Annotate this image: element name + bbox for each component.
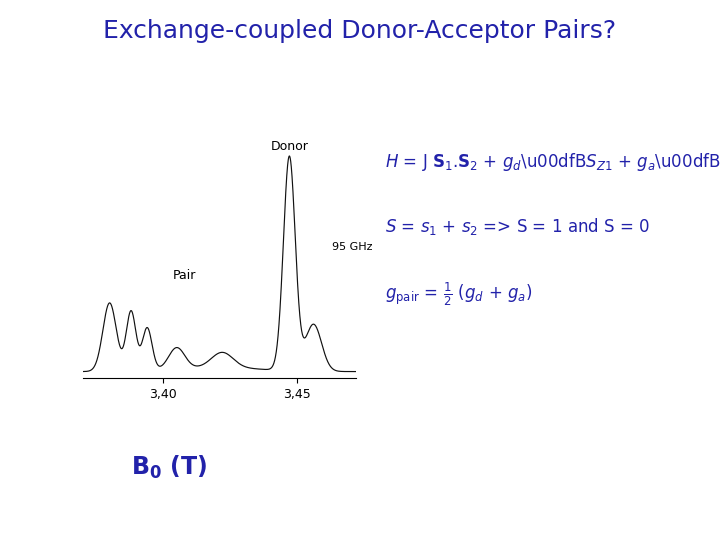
Text: Exchange-coupled Donor-Acceptor Pairs?: Exchange-coupled Donor-Acceptor Pairs?	[104, 19, 616, 43]
Text: $\mathbf{B}_\mathbf{0}$ (T): $\mathbf{B}_\mathbf{0}$ (T)	[131, 454, 207, 481]
Text: 95 GHz: 95 GHz	[332, 242, 373, 252]
Text: $\mathit{H}$ = J $\mathit{\mathbf{S}}_1$.$\mathit{\mathbf{S}}_2$ + $g_d$\u00dfB$: $\mathit{H}$ = J $\mathit{\mathbf{S}}_1$…	[385, 151, 720, 173]
Text: Donor: Donor	[271, 140, 308, 153]
Text: $g_\mathrm{pair}$ = $\frac{1}{2}$ ($g_d$ + $g_a$): $g_\mathrm{pair}$ = $\frac{1}{2}$ ($g_d$…	[385, 281, 533, 308]
Text: $\mathbf{\mathit{S}}$ = $s_1$ + $s_2$ => S = 1 and S = 0: $\mathbf{\mathit{S}}$ = $s_1$ + $s_2$ =>…	[385, 217, 650, 237]
Text: Pair: Pair	[173, 268, 197, 281]
